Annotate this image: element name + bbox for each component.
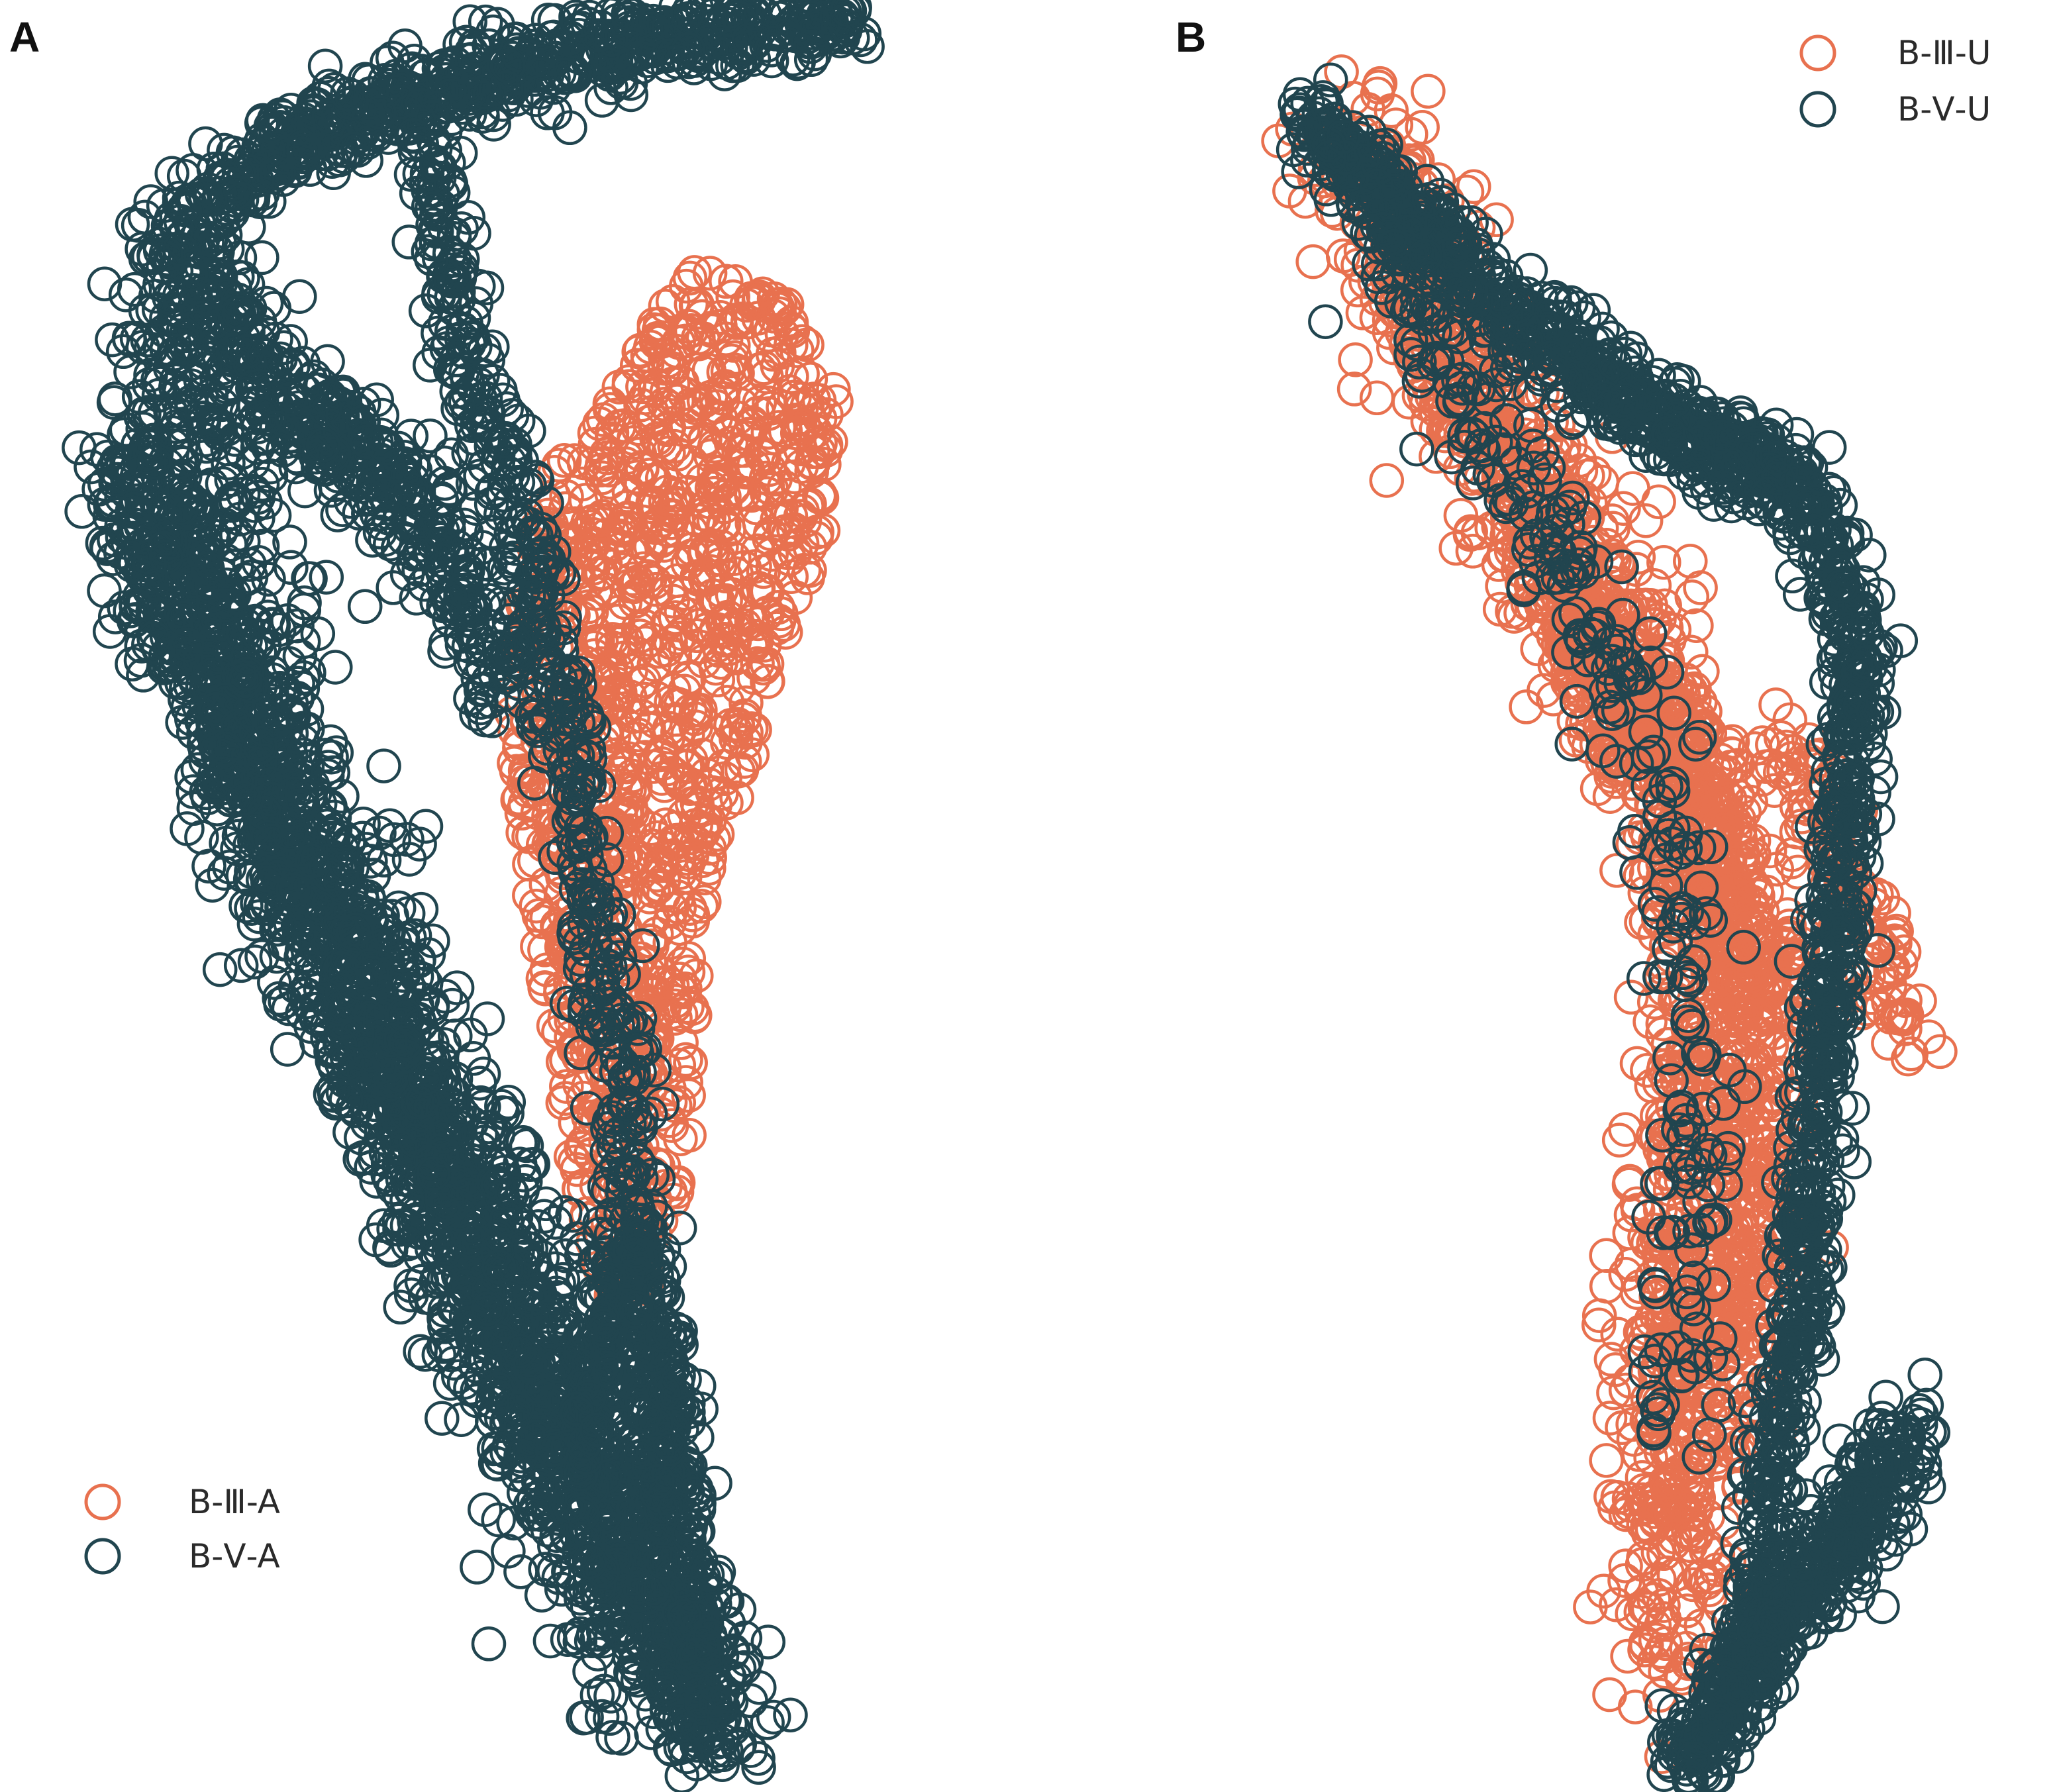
scatter-point-a-series-1 xyxy=(623,666,658,702)
scatter-point-a-series-1 xyxy=(691,766,726,802)
scatter-point-a-series-1 xyxy=(685,321,721,356)
scatter-point-a-series-1 xyxy=(599,666,634,701)
scatter-point-a-series-1 xyxy=(606,838,642,874)
scatter-point-a-series-1 xyxy=(703,309,738,344)
scatter-point-a-series-1 xyxy=(549,1069,584,1104)
scatter-point-a-series-1 xyxy=(499,754,534,789)
scatter-point-a-series-1 xyxy=(713,708,748,743)
scatter-point-a-series-1 xyxy=(546,443,582,478)
panel-a: A B-Ⅲ-A B-Ⅴ-A xyxy=(9,0,885,1792)
scatter-point-a-series-1 xyxy=(668,1042,703,1077)
scatter-point-a-series-1 xyxy=(601,370,637,405)
scatter-point-a-series-1 xyxy=(592,386,628,421)
scatter-point-a-series-1 xyxy=(673,1046,708,1081)
scatter-point-a-series-1 xyxy=(636,312,672,347)
scatter-point-a-series-1 xyxy=(685,355,721,390)
scatter-point-a-series-1 xyxy=(649,632,684,668)
scatter-point-a-series-1 xyxy=(710,725,745,760)
scatter-point-a-series-1 xyxy=(700,662,736,698)
scatter-point-a-series-1 xyxy=(626,551,661,586)
scatter-point-a-series-1 xyxy=(773,498,809,534)
scatter-point-a-series-1 xyxy=(691,725,726,760)
scatter-point-a-series-1 xyxy=(683,889,719,924)
scatter-point-a-series-1 xyxy=(511,773,546,809)
scatter-point-a-series-1 xyxy=(734,505,770,541)
scatter-point-a-series-1 xyxy=(646,528,682,563)
scatter-point-a-series-1 xyxy=(520,928,555,964)
scatter-point-a-series-1 xyxy=(801,383,837,418)
scatter-point-a-series-1 xyxy=(746,350,782,385)
scatter-point-a-series-1 xyxy=(564,466,600,502)
scatter-point-a-series-1 xyxy=(652,350,687,385)
scatter-point-a-series-1 xyxy=(799,515,834,550)
scatter-point-a-series-1 xyxy=(663,687,698,723)
scatter-point-a-series-1 xyxy=(677,255,712,290)
scatter-point-a-series-1 xyxy=(753,516,788,552)
scatter-point-a-series-1 xyxy=(770,535,805,570)
scatter-point-a-series-1 xyxy=(750,595,785,630)
